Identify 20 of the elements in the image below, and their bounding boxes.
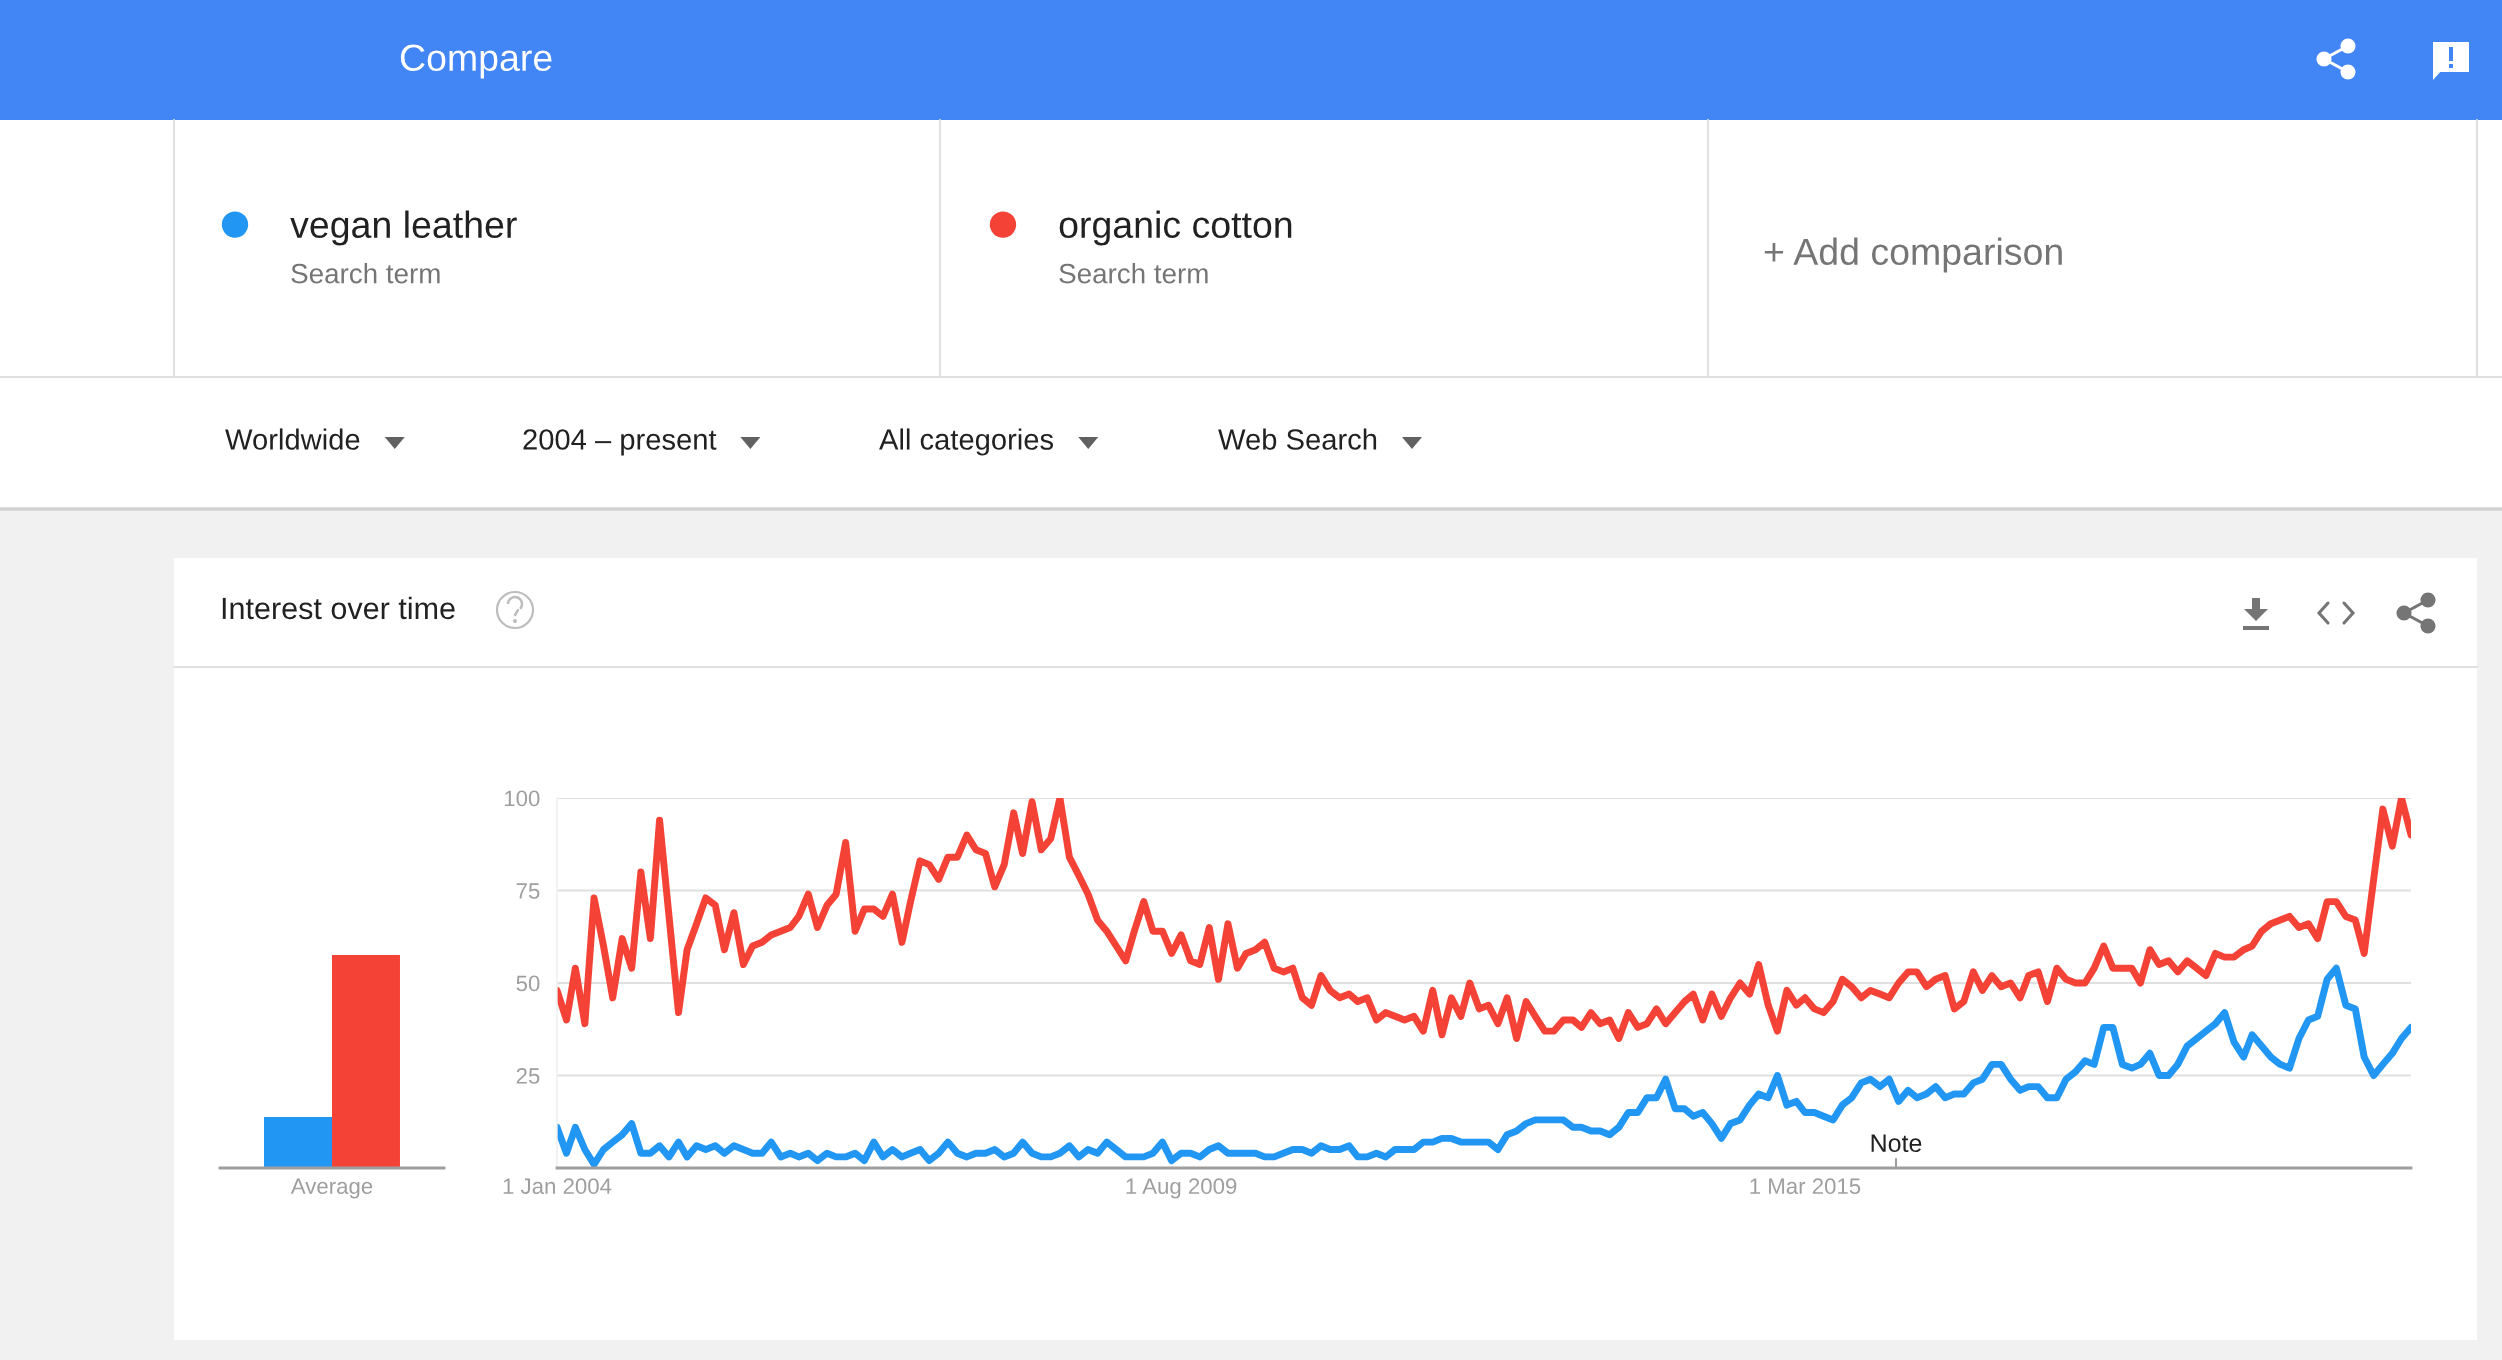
text: Compare: [400, 44, 552, 79]
text: Search term: [291, 263, 440, 284]
y-tick-label: 75: [516, 883, 540, 899]
x-tick-label: 1 Mar 2015: [1750, 1178, 1861, 1195]
y-tick-label: 25: [516, 1068, 540, 1084]
legend-label: vegan leather: [290, 210, 517, 246]
text: + Add comparison: [1764, 237, 2062, 273]
x-tick-label: 1 Jan 2004: [503, 1178, 612, 1195]
legend-label: organic cotton: [1059, 210, 1292, 246]
text: 2004 – present: [523, 429, 717, 456]
x-tick-label: Average: [290, 1178, 373, 1199]
annotation: Note: [1871, 1134, 1922, 1153]
text: Worldwide: [225, 428, 360, 450]
y-tick-label: 50: [516, 975, 540, 992]
x-tick-label: 1 Aug 2009: [1126, 1178, 1237, 1199]
chart-title: Interest over time: [222, 596, 455, 620]
y-tick-label: 100: [504, 790, 540, 807]
text: Search term: [1059, 263, 1208, 284]
text: Web Search: [1218, 428, 1377, 450]
text: All categories: [879, 428, 1054, 456]
